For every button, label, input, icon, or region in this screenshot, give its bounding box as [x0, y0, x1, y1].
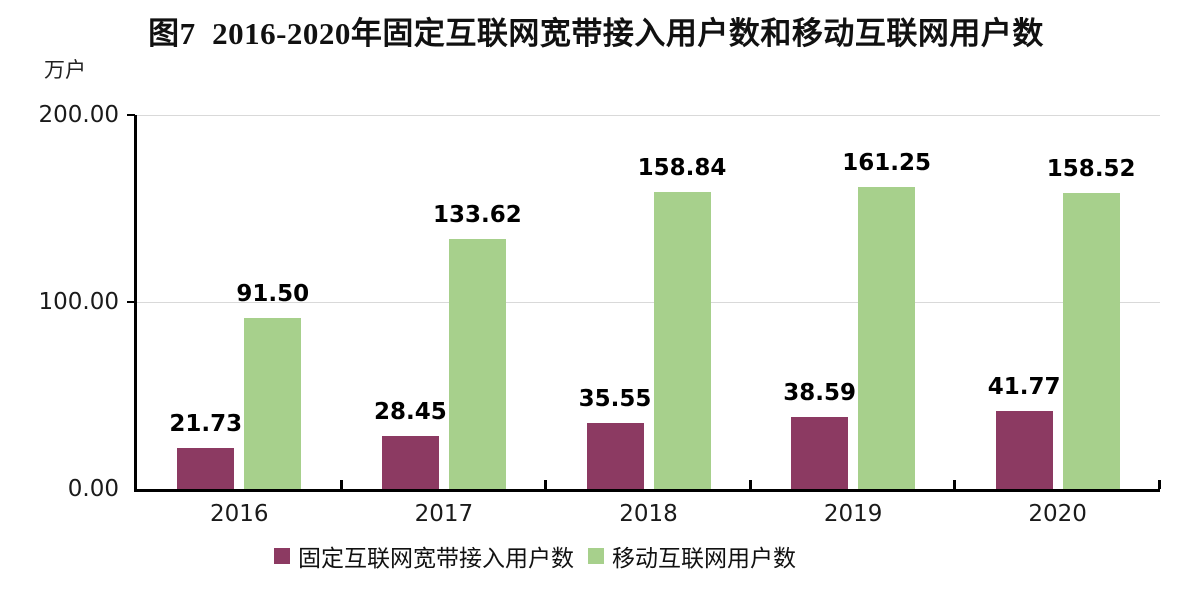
- x-tick-label-2016: 2016: [210, 501, 269, 527]
- legend-label-mobile-internet-users: 移动互联网用户数: [612, 546, 796, 571]
- chart-title: 图7 2016-2020年固定互联网宽带接入用户数和移动互联网用户数: [148, 16, 1044, 51]
- value-label-fixed-broadband-users-2017: 28.45: [374, 398, 447, 425]
- bar-mobile-internet-users-2016: [244, 317, 302, 489]
- gridline-200: [137, 115, 1160, 116]
- value-label-fixed-broadband-users-2020: 41.77: [987, 373, 1061, 400]
- legend-swatch-mobile-internet-users: [588, 548, 604, 564]
- x-tick-label-2020: 2020: [1028, 501, 1087, 527]
- bar-fixed-broadband-users-2016: [177, 448, 235, 489]
- legend: 固定互联网宽带接入用户数 移动互联网用户数: [274, 539, 796, 573]
- plot-area: 21.73 91.50 28.45 133.62 35.55 158.84 38.59 161…: [134, 115, 1161, 492]
- x-axis-boundary-tick-1: [339, 480, 343, 489]
- value-label-mobile-internet-users-2017: 133.62: [433, 202, 522, 229]
- bar-fixed-broadband-users-2018: [586, 422, 644, 489]
- legend-swatch-fixed-broadband-users: [274, 548, 290, 564]
- bar-fixed-broadband-users-2017: [381, 435, 439, 489]
- x-tick-label-2017: 2017: [414, 501, 474, 527]
- value-label-mobile-internet-users-2020: 158.52: [1046, 155, 1136, 182]
- y-tick-mark-200: [127, 114, 135, 116]
- bar-mobile-internet-users-2017: [448, 239, 506, 489]
- value-label-fixed-broadband-users-2018: 35.55: [578, 385, 652, 412]
- x-axis-boundary-tick-3: [748, 480, 752, 489]
- bar-fixed-broadband-users-2019: [791, 416, 849, 489]
- x-axis-boundary-tick-5: [1158, 480, 1161, 489]
- y-tick-label-200.00: 200.00: [38, 102, 119, 128]
- legend-label-fixed-broadband-users: 固定互联网宽带接入用户数: [298, 546, 574, 571]
- y-tick-label-0.00: 0.00: [67, 476, 119, 502]
- y-tick-label-100.00: 100.00: [38, 289, 119, 315]
- x-axis-boundary-tick-2: [544, 480, 548, 489]
- legend-item-mobile-internet-users: 移动互联网用户数: [588, 539, 796, 573]
- y-tick-mark-100: [127, 301, 135, 303]
- value-label-fixed-broadband-users-2016: 21.73: [169, 411, 243, 438]
- value-label-fixed-broadband-users-2019: 38.59: [783, 379, 856, 406]
- value-label-mobile-internet-users-2018: 158.84: [637, 154, 727, 181]
- bar-mobile-internet-users-2020: [1062, 192, 1120, 489]
- gridline-100: [137, 302, 1160, 303]
- value-label-mobile-internet-users-2019: 161.25: [842, 150, 931, 177]
- bar-fixed-broadband-users-2020: [995, 410, 1053, 489]
- x-axis-boundary-tick-4: [953, 480, 957, 489]
- bar-mobile-internet-users-2018: [653, 191, 711, 489]
- bar-mobile-internet-users-2019: [858, 187, 916, 489]
- y-axis-unit-label: 万户: [44, 58, 86, 82]
- value-label-mobile-internet-users-2016: 91.50: [236, 280, 310, 307]
- x-tick-label-2019: 2019: [823, 501, 883, 527]
- legend-item-fixed-broadband-users: 固定互联网宽带接入用户数: [274, 539, 574, 573]
- x-tick-label-2018: 2018: [619, 501, 678, 527]
